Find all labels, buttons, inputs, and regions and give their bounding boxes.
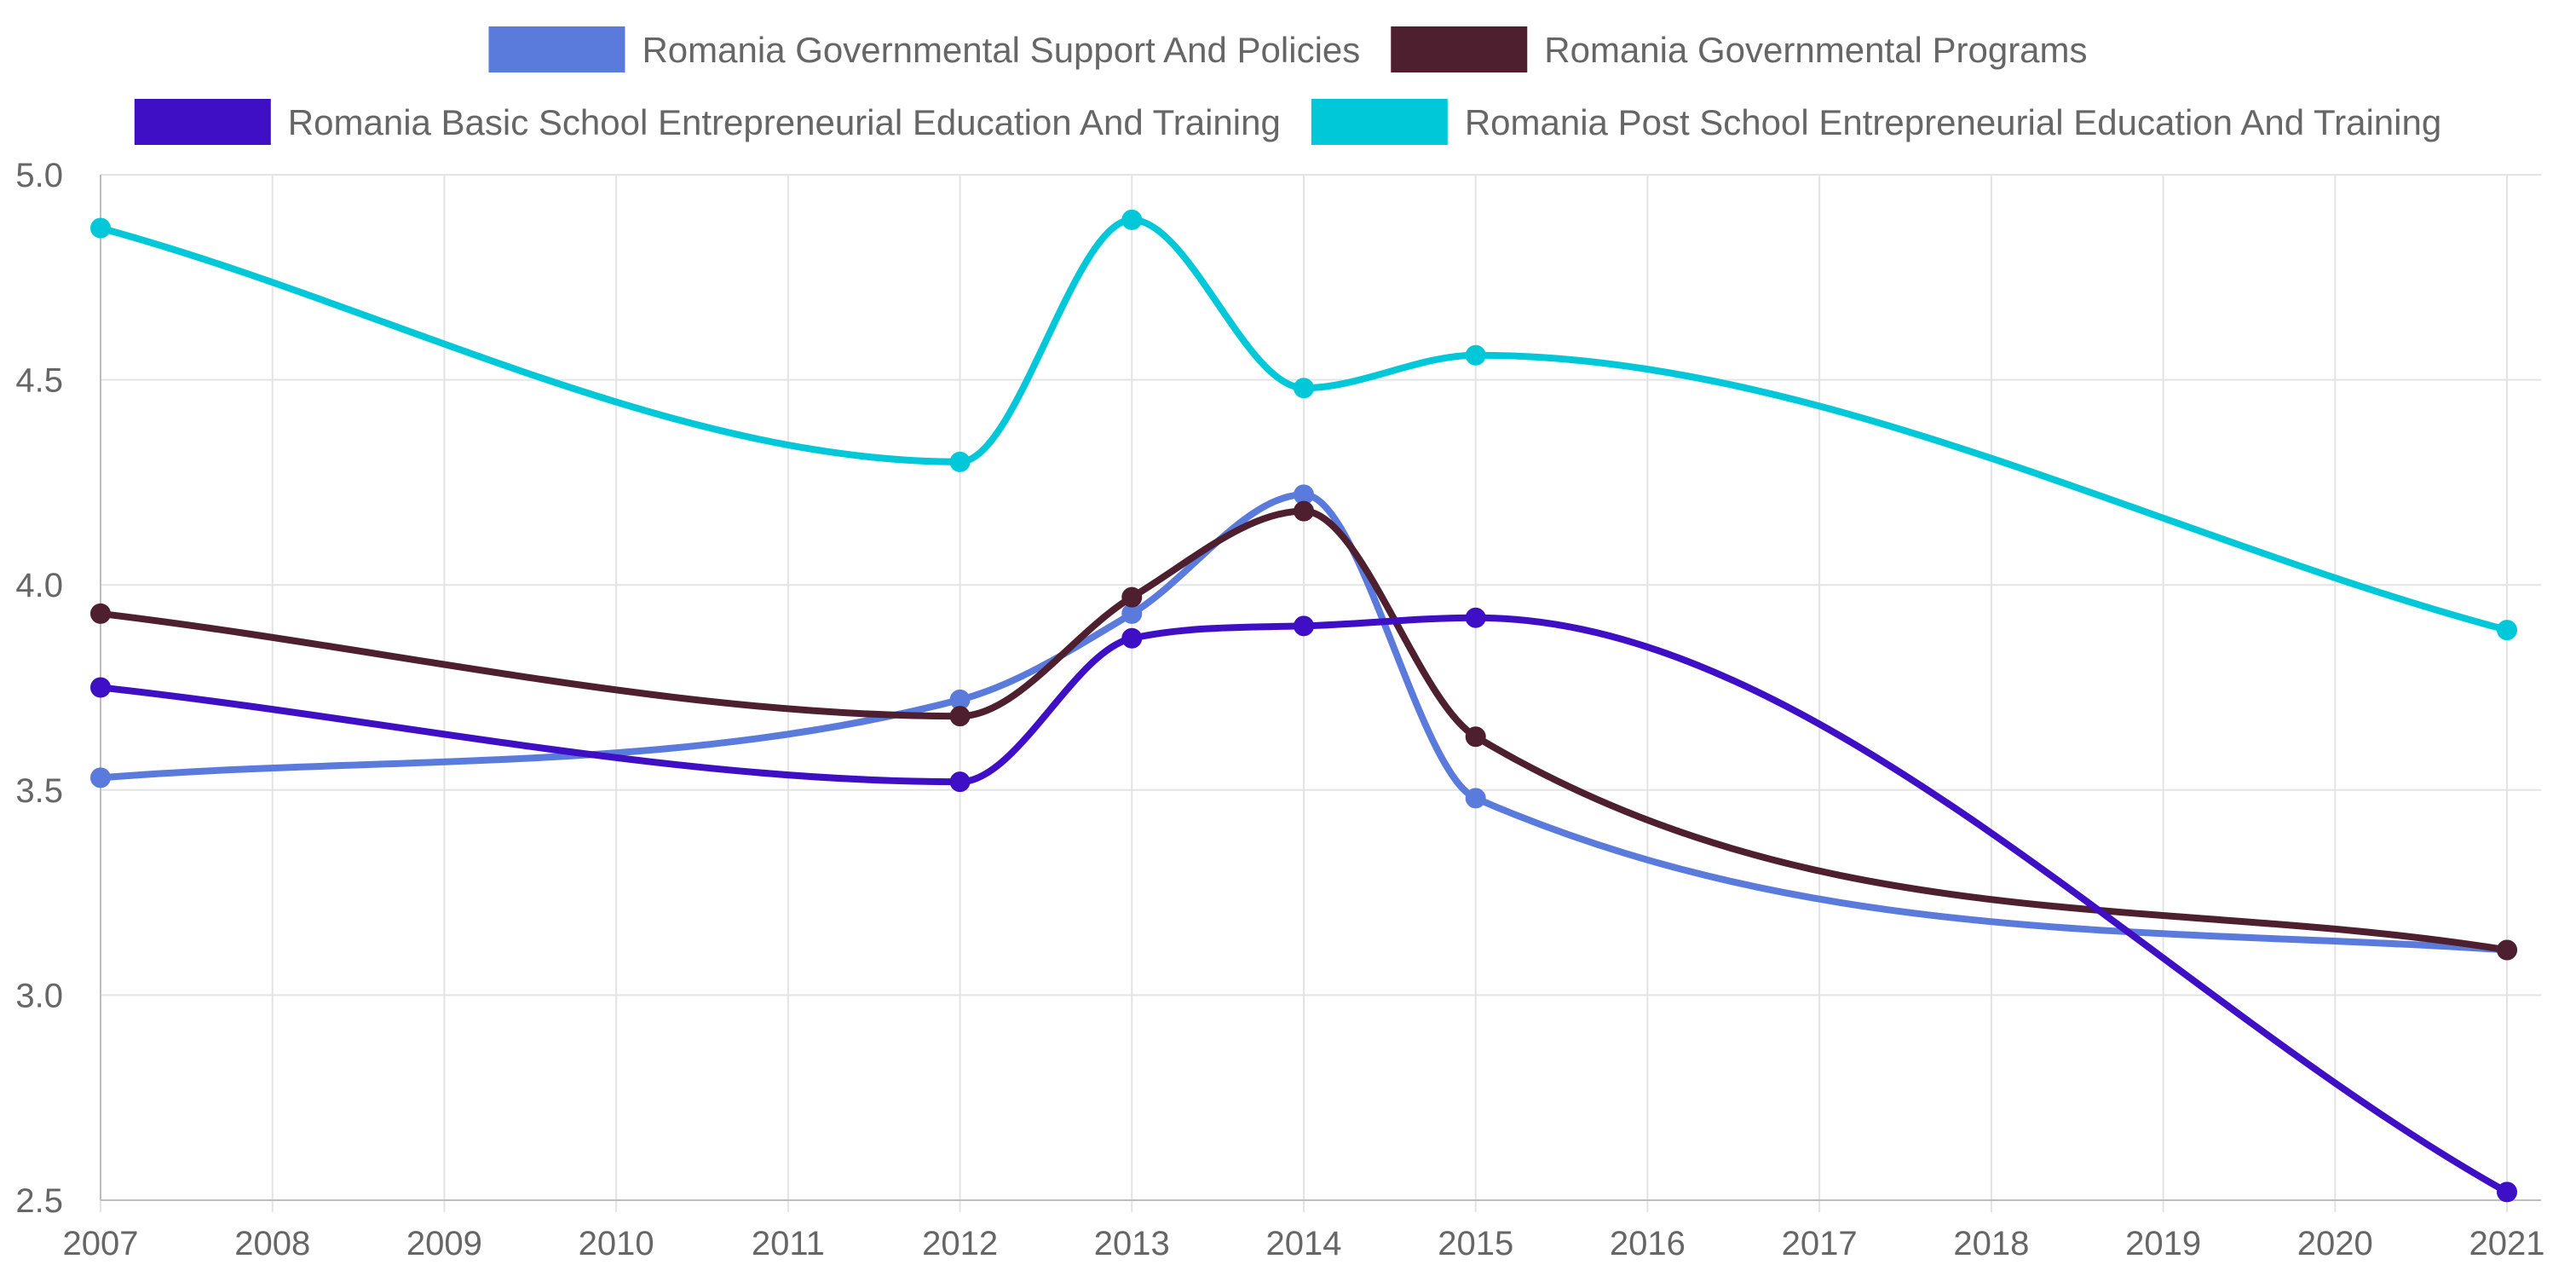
legend-swatch — [134, 99, 271, 145]
legend-swatch — [1391, 26, 1528, 72]
data-point-romania-post-school-entrepreneurial-education-and-training-2014[interactable] — [1294, 378, 1314, 399]
data-point-romania-basic-school-entrepreneurial-education-and-training-2013[interactable] — [1121, 627, 1143, 649]
series-lines — [97, 216, 2510, 1196]
data-point-romania-post-school-entrepreneurial-education-and-training-2021[interactable] — [2497, 620, 2517, 641]
legend-item-romania-basic-school-entrepreneurial-education-and-training[interactable]: Romania Basic School Entrepreneurial Edu… — [134, 99, 1281, 145]
data-point-romania-governmental-programs-2015[interactable] — [1465, 726, 1486, 748]
legend-item-romania-governmental-programs[interactable]: Romania Governmental Programs — [1391, 26, 2088, 72]
legend-label: Romania Governmental Support And Policie… — [642, 30, 1360, 70]
x-tick-label: 2017 — [1782, 1225, 1858, 1262]
x-tick-label: 2021 — [2469, 1225, 2545, 1262]
data-point-romania-basic-school-entrepreneurial-education-and-training-2014[interactable] — [1294, 615, 1314, 637]
x-tick-label: 2014 — [1266, 1225, 1342, 1262]
y-tick-label: 2.5 — [15, 1182, 63, 1220]
x-tick-label: 2011 — [752, 1225, 825, 1262]
data-point-romania-governmental-support-and-policies-2007[interactable] — [90, 767, 111, 788]
legend-label: Romania Post School Entrepreneurial Educ… — [1465, 102, 2441, 142]
x-tick-label: 2012 — [922, 1225, 998, 1262]
data-point-romania-post-school-entrepreneurial-education-and-training-2007[interactable] — [90, 217, 111, 239]
data-points — [90, 209, 2517, 1203]
x-tick-label: 2009 — [406, 1225, 482, 1262]
legend-item-romania-governmental-support-and-policies[interactable]: Romania Governmental Support And Policie… — [488, 26, 1360, 72]
series-line-romania-governmental-programs — [97, 507, 2510, 954]
y-tick-label: 3.5 — [15, 772, 63, 810]
data-point-romania-basic-school-entrepreneurial-education-and-training-2015[interactable] — [1465, 607, 1486, 628]
x-tick-label: 2010 — [579, 1225, 654, 1262]
data-point-romania-governmental-programs-2014[interactable] — [1294, 500, 1314, 522]
data-point-romania-governmental-programs-2021[interactable] — [2497, 939, 2517, 961]
grid — [100, 174, 2541, 1201]
data-point-romania-basic-school-entrepreneurial-education-and-training-2007[interactable] — [90, 677, 111, 698]
data-point-romania-basic-school-entrepreneurial-education-and-training-2021[interactable] — [2497, 1181, 2517, 1203]
data-point-romania-post-school-entrepreneurial-education-and-training-2012[interactable] — [949, 451, 971, 472]
y-tick-label: 3.0 — [15, 977, 63, 1014]
data-point-romania-post-school-entrepreneurial-education-and-training-2013[interactable] — [1121, 209, 1143, 230]
y-tick-label: 4.5 — [15, 362, 63, 400]
data-point-romania-post-school-entrepreneurial-education-and-training-2015[interactable] — [1465, 344, 1486, 366]
y-tick-label: 4.0 — [15, 567, 63, 604]
series-line-romania-post-school-entrepreneurial-education-and-training — [97, 216, 2510, 634]
x-tick-label: 2016 — [1610, 1225, 1686, 1262]
legend: Romania Governmental Support And Policie… — [134, 26, 2441, 145]
legend-item-romania-post-school-entrepreneurial-education-and-training[interactable]: Romania Post School Entrepreneurial Educ… — [1311, 99, 2441, 145]
data-point-romania-governmental-support-and-policies-2015[interactable] — [1465, 788, 1486, 809]
legend-label: Romania Governmental Programs — [1544, 30, 2087, 70]
x-tick-label: 2020 — [2297, 1225, 2373, 1262]
x-tick-label: 2015 — [1438, 1225, 1513, 1262]
series-line-romania-governmental-support-and-policies — [97, 491, 2510, 954]
x-tick-label: 2013 — [1094, 1225, 1170, 1262]
legend-swatch — [488, 26, 625, 72]
series-line-romania-basic-school-entrepreneurial-education-and-training — [97, 614, 2510, 1196]
legend-swatch — [1311, 99, 1448, 145]
data-point-romania-governmental-programs-2013[interactable] — [1121, 586, 1143, 608]
data-point-romania-governmental-programs-2007[interactable] — [90, 603, 111, 624]
y-tick-label: 5.0 — [15, 157, 63, 194]
data-point-romania-governmental-programs-2012[interactable] — [949, 706, 971, 727]
axes: 2.5 3.0 3.5 4.0 4.5 5.0 2007 2008 2009 2010 2011 20… — [15, 157, 2544, 1262]
x-tick-label: 2018 — [1953, 1225, 2029, 1262]
x-tick-label: 2007 — [63, 1225, 139, 1262]
legend-label: Romania Basic School Entrepreneurial Edu… — [288, 102, 1281, 142]
x-tick-label: 2008 — [234, 1225, 310, 1262]
x-tick-label: 2019 — [2125, 1225, 2201, 1262]
data-point-romania-basic-school-entrepreneurial-education-and-training-2012[interactable] — [949, 771, 971, 793]
